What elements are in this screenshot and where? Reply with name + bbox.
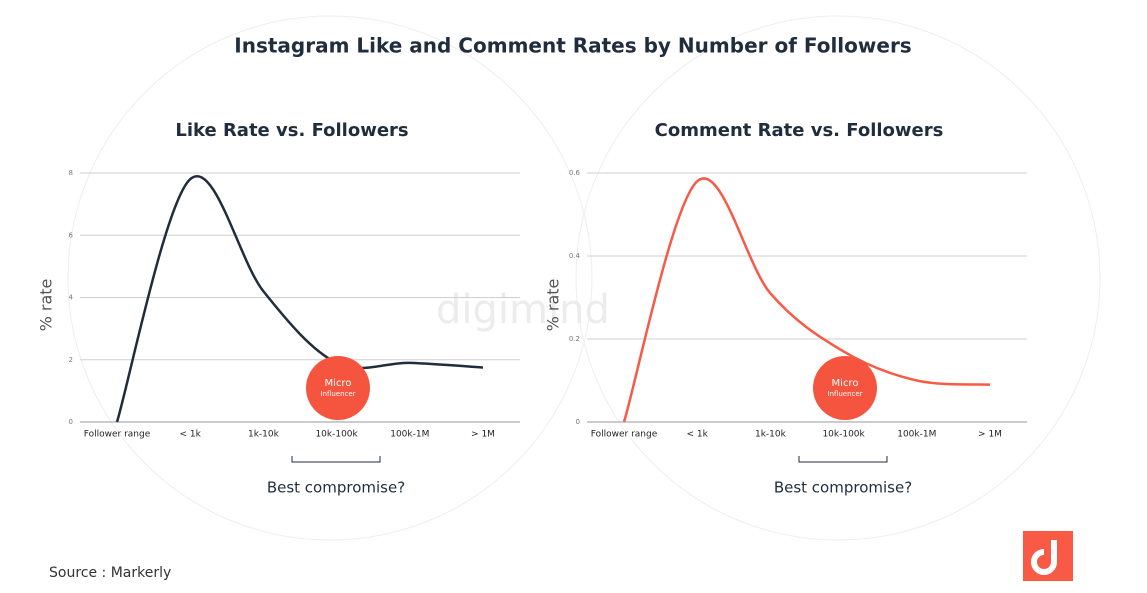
bg-circle	[575, 15, 1101, 541]
line	[622, 177, 991, 423]
x-tick-label: 1k-10k	[755, 430, 787, 440]
y-axis-label: % rate	[544, 279, 563, 332]
x-tick-label: 10k-100k	[315, 430, 358, 440]
annotation: Best compromise?	[267, 479, 405, 497]
x-tick-label: 100k-1M	[390, 430, 429, 440]
y-tick-label: 0	[576, 418, 580, 426]
watermark: digimind	[436, 287, 610, 333]
bracket	[798, 456, 888, 463]
badge-text: Micro	[325, 378, 352, 389]
y-tick-label: 0	[69, 418, 73, 426]
y-tick-label: 4	[69, 294, 74, 302]
y-tick-label: 2	[69, 356, 73, 364]
line	[115, 175, 484, 423]
x-tick-label: < 1k	[180, 430, 202, 440]
x-tick-label: 100k-1M	[897, 430, 936, 440]
annotation: Best compromise?	[774, 479, 912, 497]
badge-circle	[306, 356, 370, 420]
bg-circle	[67, 15, 593, 541]
y-tick-label: 8	[69, 169, 73, 177]
main-title: Instagram Like and Comment Rates by Numb…	[234, 34, 911, 58]
x-tick-label: < 1k	[687, 430, 709, 440]
source: Source : Markerly	[49, 565, 171, 581]
y-tick-label: 0.6	[569, 169, 581, 177]
badge-circle	[813, 356, 877, 420]
badge-text: Influencer	[827, 390, 862, 398]
y-tick-label: 0.2	[569, 335, 580, 343]
x-tick-label: 10k-100k	[822, 430, 865, 440]
y-tick-label: 6	[69, 231, 74, 239]
x-tick-label: > 1M	[471, 430, 495, 440]
logo	[1023, 531, 1073, 581]
badge-text: Influencer	[320, 390, 355, 398]
x-tick-label: > 1M	[978, 430, 1002, 440]
chart-title: Comment Rate vs. Followers	[655, 120, 944, 141]
y-tick-label: 0.4	[569, 252, 581, 260]
x-tick-label: 1k-10k	[248, 430, 280, 440]
x-axis-label: Follower range	[591, 430, 658, 440]
chart-title: Like Rate vs. Followers	[175, 120, 408, 141]
badge-text: Micro	[832, 378, 859, 389]
y-axis-label: % rate	[37, 279, 56, 332]
bracket	[291, 456, 381, 463]
x-axis-label: Follower range	[84, 430, 151, 440]
